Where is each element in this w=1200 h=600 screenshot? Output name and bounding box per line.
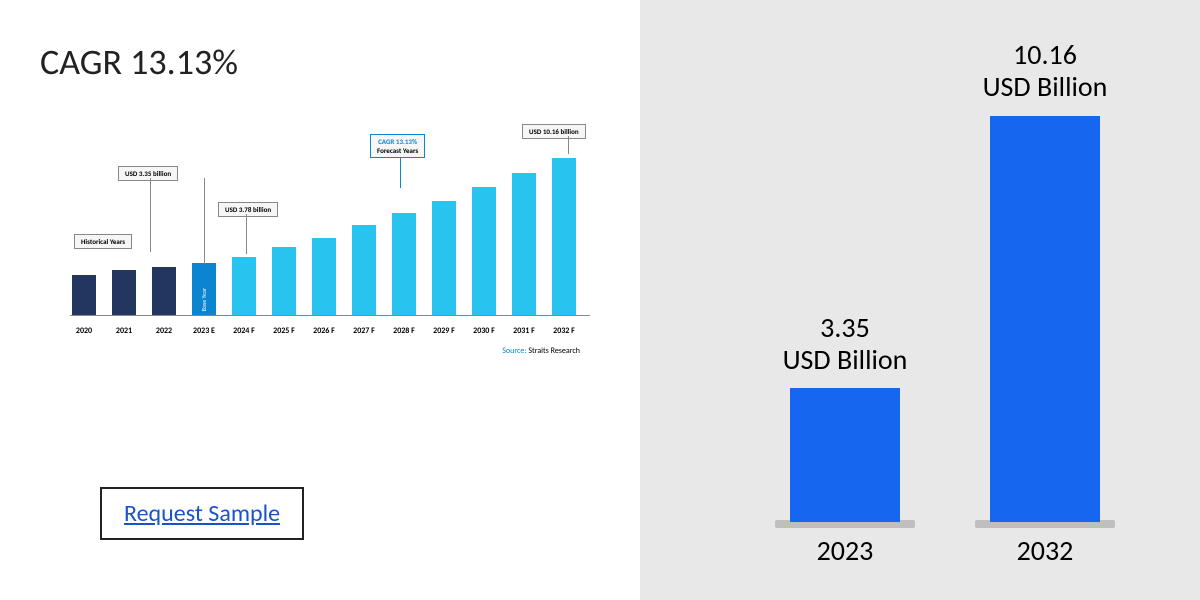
leader-line	[568, 136, 569, 154]
small-forecast-chart: Base Year Historical Years USD 3.35 bill…	[70, 124, 590, 344]
cagr-headline: CAGR 13.13%	[40, 40, 600, 84]
small-chart-xlabel: 2020	[64, 326, 104, 336]
source-label: Source:	[502, 346, 526, 356]
small-chart-xlabel: 2023 E	[184, 326, 224, 336]
leader-line	[400, 158, 401, 188]
small-chart-bar	[272, 247, 296, 315]
small-chart-bar	[112, 270, 136, 315]
small-chart-bar	[472, 187, 496, 315]
right-panel: 2023 3.35USD Billion 2032 10.16USD Billion	[640, 0, 1200, 600]
small-chart-bar	[72, 275, 96, 315]
left-panel: CAGR 13.13% Base Year Historical Years U…	[0, 0, 640, 600]
small-chart-bar	[512, 173, 536, 315]
small-chart-xlabel: 2030 F	[464, 326, 504, 336]
request-sample-button[interactable]: Request Sample	[100, 487, 304, 540]
small-chart-xlabel: 2022	[144, 326, 184, 336]
small-chart-bar	[352, 225, 376, 315]
callout-usd-378: USD 3.78 billion	[218, 202, 278, 217]
leader-line	[246, 214, 247, 254]
small-chart-xlabel: 2027 F	[344, 326, 384, 336]
small-chart-xlabel: 2032 F	[544, 326, 584, 336]
small-chart-xlabel: 2026 F	[304, 326, 344, 336]
small-chart-xlabel: 2029 F	[424, 326, 464, 336]
callout-usd-1016: USD 10.16 billion	[522, 124, 586, 139]
chart-source: Source: Straits Research	[502, 346, 580, 356]
comparison-bar-chart: 2023 3.35USD Billion 2032 10.16USD Billion	[640, 0, 1200, 600]
small-chart-xlabel: 2024 F	[224, 326, 264, 336]
leader-line	[150, 178, 151, 252]
small-chart-xlabel: 2025 F	[264, 326, 304, 336]
comparison-bar	[990, 116, 1100, 522]
callout-historical: Historical Years	[74, 234, 132, 249]
base-year-label: Base Year	[200, 288, 208, 311]
small-chart-bar	[392, 213, 416, 315]
small-chart-bar	[312, 238, 336, 315]
callout-cagr-forecast: CAGR 13.13% Forecast Years	[370, 134, 425, 158]
comparison-bar	[790, 388, 900, 522]
comparison-xlabel: 2032	[970, 533, 1120, 568]
source-value: Straits Research	[528, 346, 580, 356]
leader-line	[204, 178, 205, 264]
comparison-xlabel: 2023	[770, 533, 920, 568]
comparison-value-label: 3.35USD Billion	[745, 312, 945, 376]
small-chart-xlabel: 2031 F	[504, 326, 544, 336]
small-chart-bar	[232, 257, 256, 315]
callout-cagr-line2: Forecast Years	[377, 146, 418, 155]
callout-cagr-line1: CAGR 13.13%	[378, 137, 417, 146]
small-chart-bar	[432, 201, 456, 315]
small-chart-xlabel: 2028 F	[384, 326, 424, 336]
small-chart-bar	[152, 267, 176, 315]
callout-usd-335: USD 3.35 billion	[118, 166, 178, 181]
small-chart-bar	[552, 158, 576, 315]
small-chart-xlabel: 2021	[104, 326, 144, 336]
comparison-value-label: 10.16USD Billion	[945, 39, 1145, 103]
